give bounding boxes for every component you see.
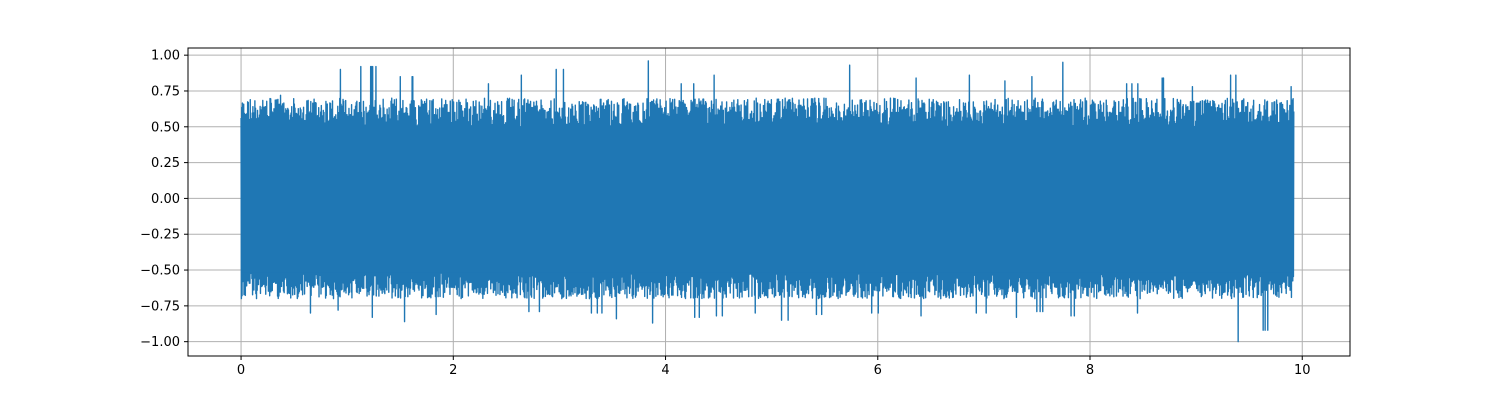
x-tick-label: 0	[237, 363, 245, 378]
y-tick-label: 0.25	[151, 156, 180, 171]
x-tick-label: 4	[661, 363, 669, 378]
y-tick-label: −0.75	[140, 299, 180, 314]
x-tick-label: 10	[1294, 363, 1311, 378]
series-layer	[240, 60, 1295, 343]
x-axis: 0 2 4 6 8 10	[237, 356, 1311, 378]
y-tick-label: −1.00	[140, 335, 180, 350]
y-tick-label: 0.75	[151, 84, 180, 99]
y-tick-label: 0.00	[151, 192, 180, 207]
y-tick-label: −0.50	[140, 264, 180, 279]
plot-frame	[187, 47, 1351, 357]
y-tick-label: −0.25	[140, 228, 180, 243]
x-tick-label: 2	[449, 363, 457, 378]
y-tick-label: 0.50	[151, 120, 180, 135]
x-tick-label: 8	[1086, 363, 1094, 378]
x-tick-label: 6	[874, 363, 882, 378]
y-tick-label: 1.00	[151, 49, 180, 64]
series-core-band	[241, 126, 1294, 273]
y-axis: 1.00 0.75 0.50 0.25 0.00 −0.25 −0.50 −0.75 −1.00	[140, 49, 188, 350]
